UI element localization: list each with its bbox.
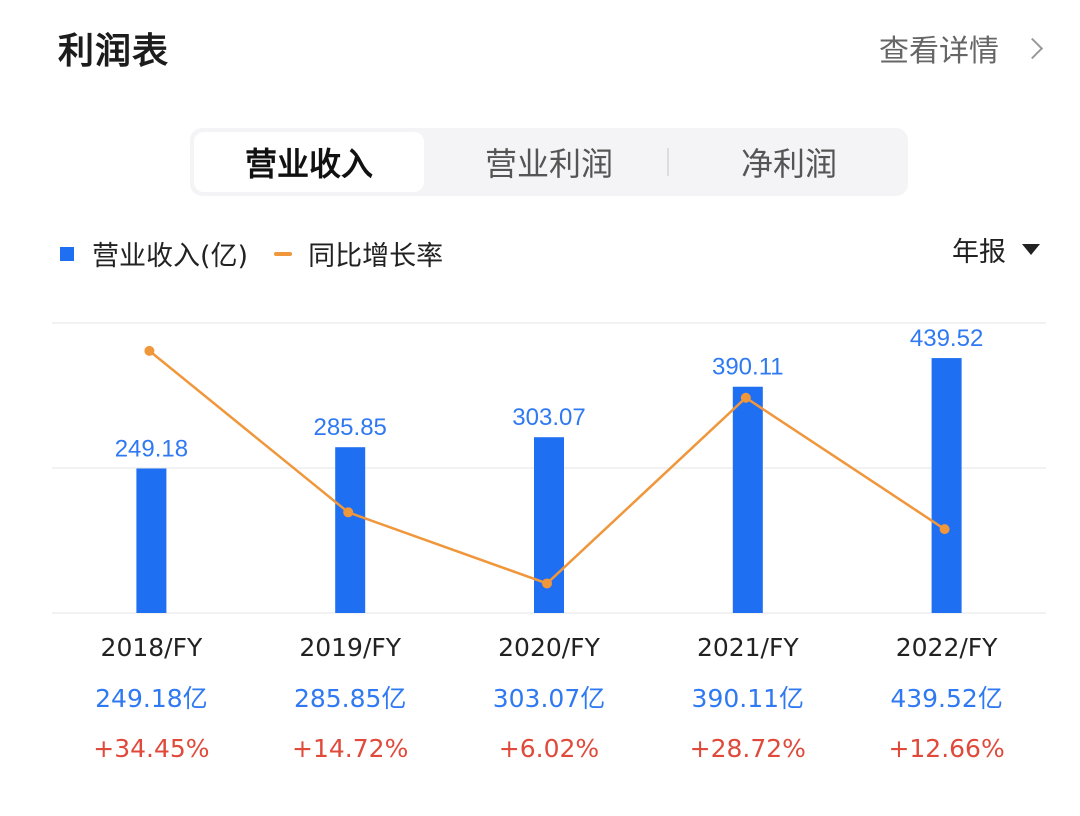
category-label: 2019/FY — [299, 633, 402, 662]
summary-column: 2021/FY 390.11亿 +28.72% — [648, 628, 847, 772]
growth-rate-point — [542, 578, 552, 589]
growth-value: +14.72% — [292, 734, 409, 763]
revenue-value: 439.52亿 — [890, 684, 1003, 713]
bar-value-label: 285.85 — [313, 414, 386, 441]
legend-line-label: 同比增长率 — [308, 241, 444, 272]
bar-value-label: 249.18 — [115, 435, 188, 462]
summary-column: 2018/FY 249.18亿 +34.45% — [52, 628, 251, 772]
revenue-value: 303.07亿 — [492, 684, 606, 713]
summary-column: 2020/FY 303.07亿 +6.02% — [450, 628, 649, 772]
growth-value: +34.45% — [93, 734, 210, 763]
revenue-bar — [335, 447, 366, 613]
tab-revenue[interactable]: 营业收入 — [194, 132, 424, 192]
view-details-label: 查看详情 — [879, 34, 999, 69]
revenue-bar — [136, 468, 167, 613]
period-selector[interactable]: 年报 — [952, 230, 1040, 269]
chart-legend: 营业收入(亿) 同比增长率 — [60, 234, 443, 273]
page-title: 利润表 — [58, 31, 170, 72]
bar-value-label: 439.52 — [910, 325, 983, 352]
growth-rate-point — [740, 392, 751, 403]
legend-line-swatch — [274, 251, 293, 256]
revenue-value: 249.18亿 — [95, 684, 208, 713]
view-details-link[interactable]: 查看详情 — [879, 26, 1044, 70]
period-selector-label: 年报 — [952, 237, 1006, 268]
legend-bar-swatch — [60, 246, 74, 261]
revenue-bar — [732, 386, 763, 613]
revenue-bar — [931, 358, 962, 613]
category-label: 2020/FY — [498, 633, 600, 662]
tab-divider — [667, 148, 669, 176]
category-label: 2021/FY — [696, 633, 799, 662]
bar-value-label: 303.07 — [512, 404, 585, 431]
revenue-value: 390.11亿 — [691, 684, 805, 713]
growth-rate-point — [939, 524, 950, 535]
tab-operating-profit[interactable]: 营业利润 — [484, 145, 613, 183]
growth-value: +6.02% — [498, 734, 600, 763]
bar-value-label: 390.11 — [712, 354, 784, 381]
metric-tabs: 营业收入 营业利润 净利润 — [190, 128, 908, 196]
growth-value: +28.72% — [689, 734, 806, 763]
growth-value: +12.66% — [888, 734, 1005, 763]
summary-table: 2018/FY 249.18亿 +34.45% 2019/FY 285.85亿 … — [52, 628, 1046, 772]
summary-column: 2019/FY 285.85亿 +14.72% — [251, 628, 450, 772]
growth-rate-point — [144, 345, 155, 356]
revenue-value: 285.85亿 — [293, 684, 407, 713]
category-label: 2022/FY — [895, 633, 998, 662]
category-label: 2018/FY — [100, 633, 203, 662]
caret-down-icon — [1022, 244, 1040, 255]
growth-rate-point — [343, 507, 354, 518]
legend-bar-label: 营业收入(亿) — [92, 241, 249, 272]
tab-net-profit[interactable]: 净利润 — [740, 145, 837, 183]
summary-column: 2022/FY 439.52亿 +12.66% — [847, 628, 1046, 772]
